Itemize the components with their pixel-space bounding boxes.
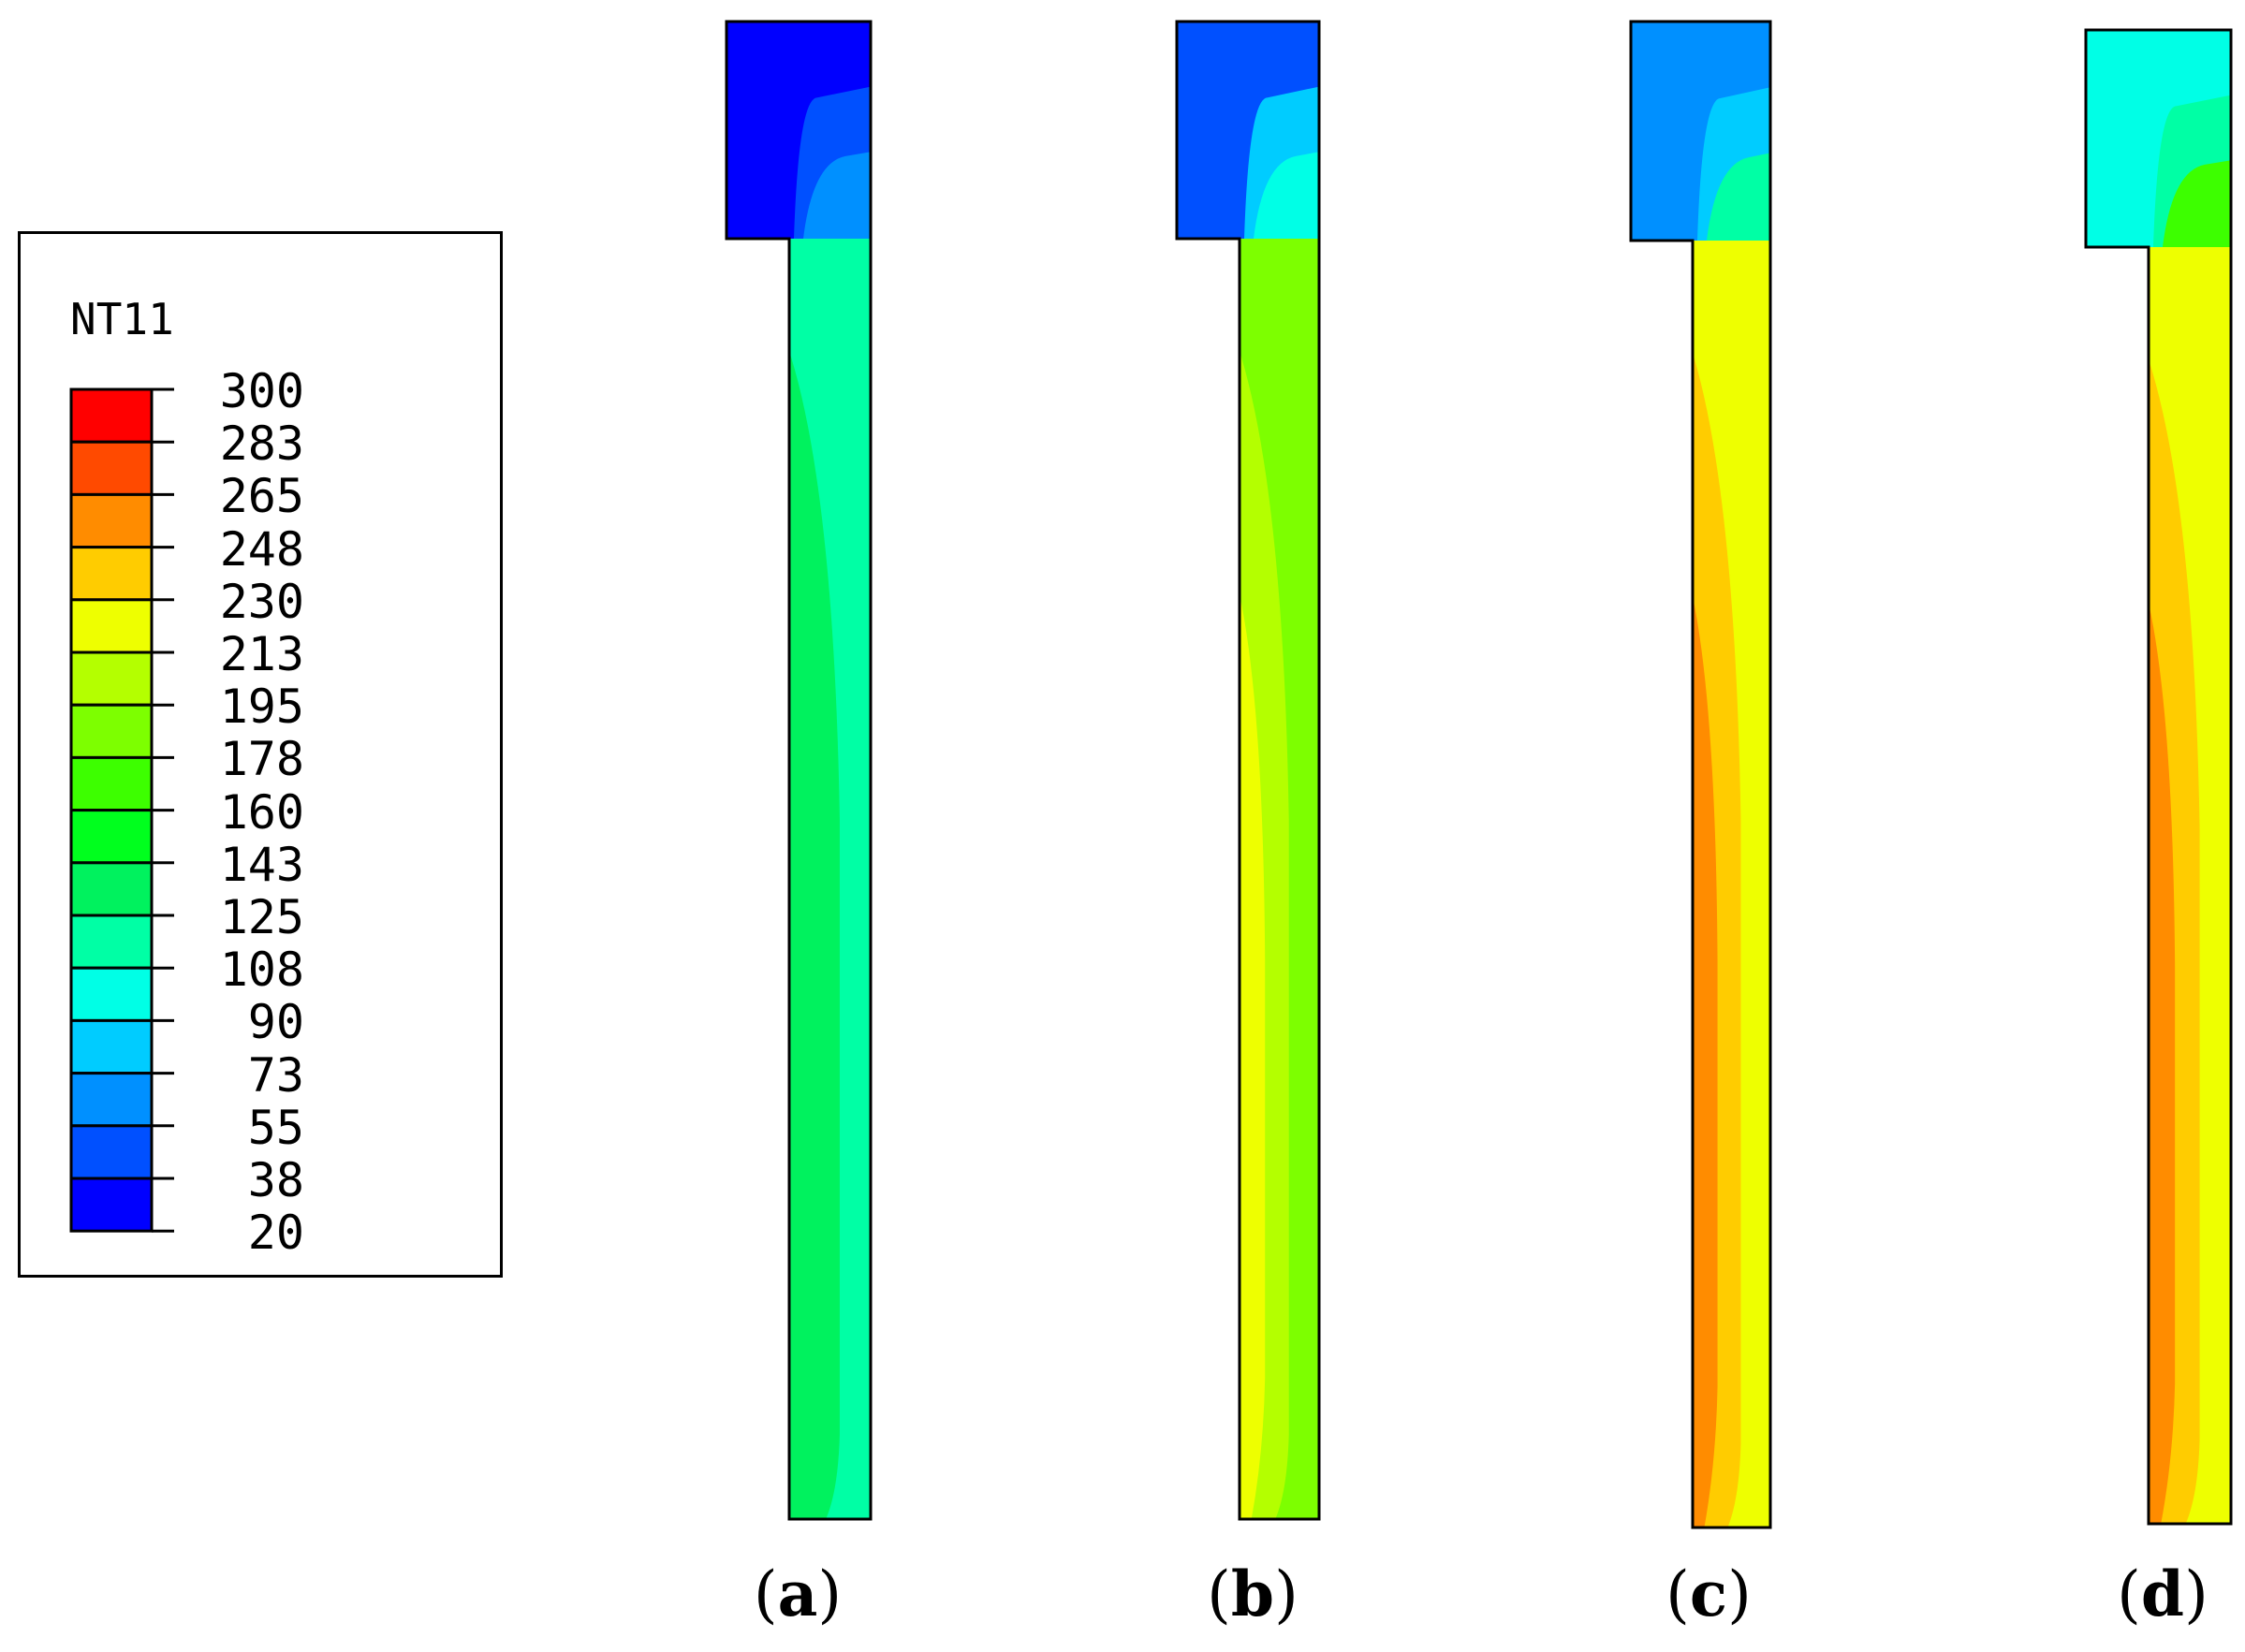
legend-tick-label: 38 [247, 1153, 304, 1207]
legend-tick-label: 213 [219, 627, 304, 681]
legend-tick-label: 73 [247, 1047, 304, 1103]
panel-outline-b [1175, 20, 1321, 1521]
contour-fill-b [1177, 22, 1319, 1519]
legend-band [69, 492, 154, 549]
contour-band [1693, 596, 1718, 1528]
legend-band [69, 440, 154, 496]
legend-tick-label: 195 [219, 680, 304, 735]
contour-band [1240, 594, 1266, 1519]
panel-label-c: (c) [1665, 1557, 1752, 1630]
legend-tick-label: 283 [219, 417, 304, 472]
legend-tick-label: 90 [247, 995, 304, 1050]
legend-tick-label: 125 [219, 890, 304, 944]
contour-panel-c [1629, 20, 1772, 1529]
legend-color-bar [69, 387, 174, 1233]
legend-band [69, 1124, 154, 1180]
legend-tick-label: 20 [247, 1206, 304, 1261]
legend-tick-label: 265 [219, 469, 304, 524]
legend-band [69, 966, 154, 1022]
legend-band [69, 703, 154, 759]
legend-tick-label: 143 [219, 837, 304, 892]
legend-tick-label: 300 [219, 364, 304, 418]
legend-band [69, 914, 154, 970]
legend-band [69, 809, 154, 865]
legend-tick-label: 108 [219, 943, 304, 998]
legend-band [69, 755, 154, 812]
contour-fill-d [2086, 30, 2231, 1524]
legend-band [69, 387, 154, 444]
contour-panel-d [2084, 28, 2233, 1526]
contour-band [2149, 603, 2176, 1524]
contour-panel-b [1175, 20, 1321, 1521]
legend-tick-label: 178 [219, 732, 304, 787]
legend-band [69, 1177, 154, 1233]
legend-tick-label: 230 [219, 574, 304, 629]
legend-band [69, 651, 154, 707]
legend-band [69, 546, 154, 602]
panel-outline-d [2084, 28, 2233, 1526]
contour-fill-c [1631, 22, 1770, 1528]
legend-band [69, 598, 154, 654]
legend-title: NT11 [70, 294, 174, 344]
contour-panel-a [725, 20, 873, 1521]
panel-outline-a [725, 20, 873, 1521]
legend-tick-label: 55 [247, 1100, 304, 1155]
legend-band [69, 1072, 154, 1128]
legend-band [69, 861, 154, 917]
panel-label-a: (a) [753, 1557, 843, 1630]
legend-tick-label: 248 [219, 521, 304, 577]
contour-band [789, 351, 840, 1519]
panel-outline-c [1629, 20, 1772, 1529]
panel-label-b: (b) [1207, 1557, 1299, 1630]
legend-band [69, 1018, 154, 1075]
legend-tick-label: 160 [219, 784, 304, 840]
contour-fill-a [726, 22, 871, 1519]
panel-label-d: (d) [2117, 1557, 2208, 1630]
